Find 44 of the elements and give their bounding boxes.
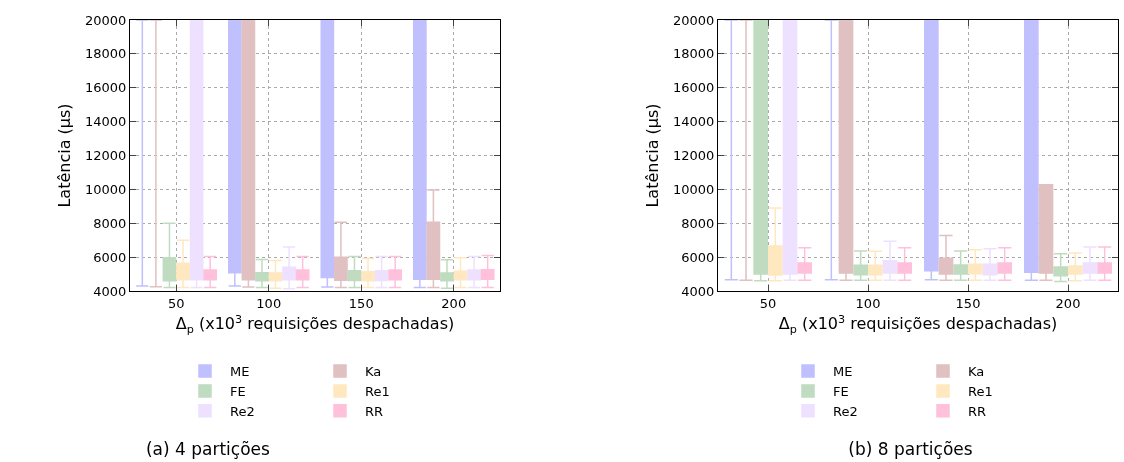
- x-axis-title: Δ$_{p}$ (x10$^{3}$ requisições despachadas): [175, 312, 455, 336]
- y-tick-label: 20000: [672, 12, 715, 28]
- legend-label: Re2: [230, 403, 255, 419]
- y-tick-label: 18000: [84, 46, 127, 62]
- y-tick-label: 8000: [93, 215, 127, 231]
- legend-label: FE: [833, 383, 849, 399]
- y-axis-title: Latência (µs): [642, 103, 662, 208]
- x-tick-label: 200: [1055, 295, 1081, 311]
- x-tick-label: 150: [348, 295, 374, 311]
- x-tick-label: 100: [256, 295, 282, 311]
- y-tick-label: 20000: [84, 12, 127, 28]
- legend-label: Re2: [833, 403, 858, 419]
- y-tick-label: 4000: [681, 283, 715, 299]
- y-tick-label: 4000: [93, 283, 127, 299]
- x-tick-label: 150: [955, 295, 981, 311]
- y-tick-label: 12000: [84, 148, 127, 164]
- text: (b) 8 partições: [848, 439, 973, 460]
- y-tick-label: 6000: [93, 249, 127, 265]
- legend-label: Re1: [365, 383, 390, 399]
- y-tick-label: 18000: [672, 46, 715, 62]
- x-tick-label: 200: [441, 295, 467, 311]
- y-tick-label: 8000: [681, 215, 715, 231]
- y-tick-label: 16000: [84, 80, 127, 96]
- legend-label: FE: [230, 383, 246, 399]
- y-axis-title: Latência (µs): [54, 103, 74, 208]
- y-tick-label: 12000: [672, 148, 715, 164]
- x-tick-label: 50: [167, 295, 185, 311]
- legend-label: ME: [230, 364, 250, 380]
- x-tick-label: 50: [759, 295, 777, 311]
- legend-label: RR: [365, 403, 384, 419]
- text: (a) 4 partições: [145, 439, 271, 460]
- legend-label: ME: [833, 364, 853, 380]
- legend-label: Ka: [968, 364, 985, 380]
- y-tick-label: 10000: [84, 181, 127, 197]
- y-tick-label: 14000: [84, 114, 127, 130]
- x-axis-title: Δ$_{p}$ (x10$^{3}$ requisições despachadas): [778, 312, 1058, 336]
- y-tick-label: 6000: [681, 249, 715, 265]
- legend-label: Re1: [968, 383, 993, 399]
- y-tick-label: 10000: [672, 181, 715, 197]
- y-tick-label: 14000: [672, 114, 715, 130]
- legend-label: RR: [968, 403, 987, 419]
- y-tick-label: 16000: [672, 80, 715, 96]
- x-tick-label: 100: [855, 295, 881, 311]
- legend-label: Ka: [365, 364, 382, 380]
